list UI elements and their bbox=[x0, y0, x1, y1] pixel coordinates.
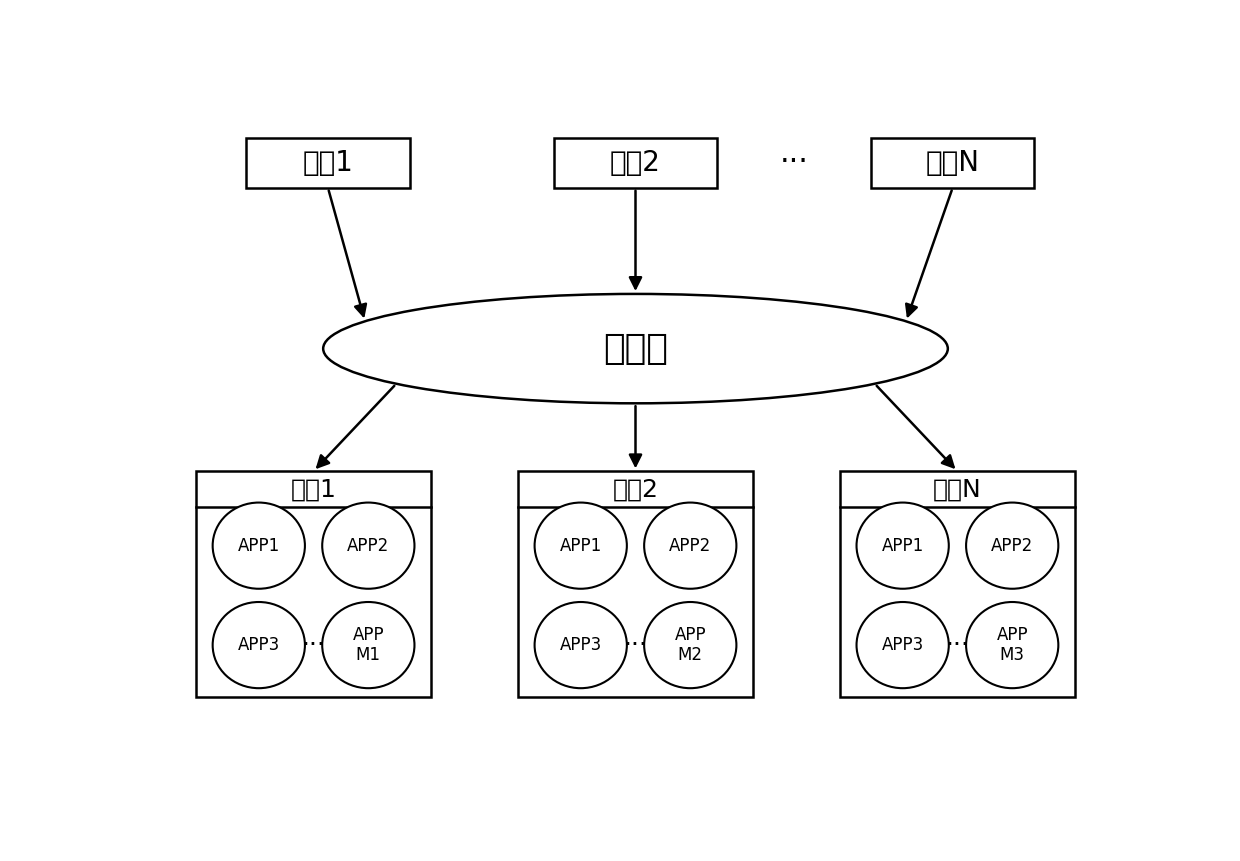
Text: ···: ··· bbox=[780, 148, 808, 177]
Bar bbox=[518, 471, 753, 697]
Text: APP3: APP3 bbox=[882, 636, 924, 654]
Ellipse shape bbox=[534, 602, 627, 688]
Text: APP1: APP1 bbox=[882, 536, 924, 554]
Text: ···: ··· bbox=[301, 633, 326, 657]
Text: 队列1: 队列1 bbox=[303, 149, 353, 177]
Ellipse shape bbox=[324, 294, 947, 403]
Text: APP3: APP3 bbox=[559, 636, 601, 654]
Text: 队列1: 队列1 bbox=[290, 477, 336, 501]
Ellipse shape bbox=[534, 503, 627, 589]
Text: APP2: APP2 bbox=[347, 536, 389, 554]
Text: APP3: APP3 bbox=[238, 636, 280, 654]
Ellipse shape bbox=[857, 503, 949, 589]
Bar bbox=[870, 138, 1034, 188]
Ellipse shape bbox=[966, 602, 1058, 688]
Text: 节点池: 节点池 bbox=[603, 331, 668, 366]
Ellipse shape bbox=[213, 602, 305, 688]
Text: APP
M2: APP M2 bbox=[675, 626, 706, 665]
Text: ···: ··· bbox=[624, 633, 647, 657]
Ellipse shape bbox=[644, 602, 737, 688]
Bar bbox=[554, 138, 717, 188]
Bar bbox=[196, 471, 432, 697]
Ellipse shape bbox=[857, 602, 949, 688]
Ellipse shape bbox=[322, 602, 414, 688]
Text: APP
M3: APP M3 bbox=[997, 626, 1028, 665]
Ellipse shape bbox=[213, 503, 305, 589]
Text: APP1: APP1 bbox=[238, 536, 280, 554]
Text: 队列2: 队列2 bbox=[613, 477, 658, 501]
Text: 队列2: 队列2 bbox=[610, 149, 661, 177]
Ellipse shape bbox=[322, 503, 414, 589]
Bar bbox=[839, 471, 1075, 697]
Text: APP1: APP1 bbox=[559, 536, 601, 554]
Ellipse shape bbox=[644, 503, 737, 589]
Bar bbox=[247, 138, 409, 188]
Text: APP
M1: APP M1 bbox=[352, 626, 384, 665]
Text: APP2: APP2 bbox=[991, 536, 1033, 554]
Text: 队列N: 队列N bbox=[932, 477, 982, 501]
Text: ···: ··· bbox=[945, 633, 970, 657]
Ellipse shape bbox=[966, 503, 1058, 589]
Text: 队列N: 队列N bbox=[925, 149, 980, 177]
Text: APP2: APP2 bbox=[670, 536, 712, 554]
